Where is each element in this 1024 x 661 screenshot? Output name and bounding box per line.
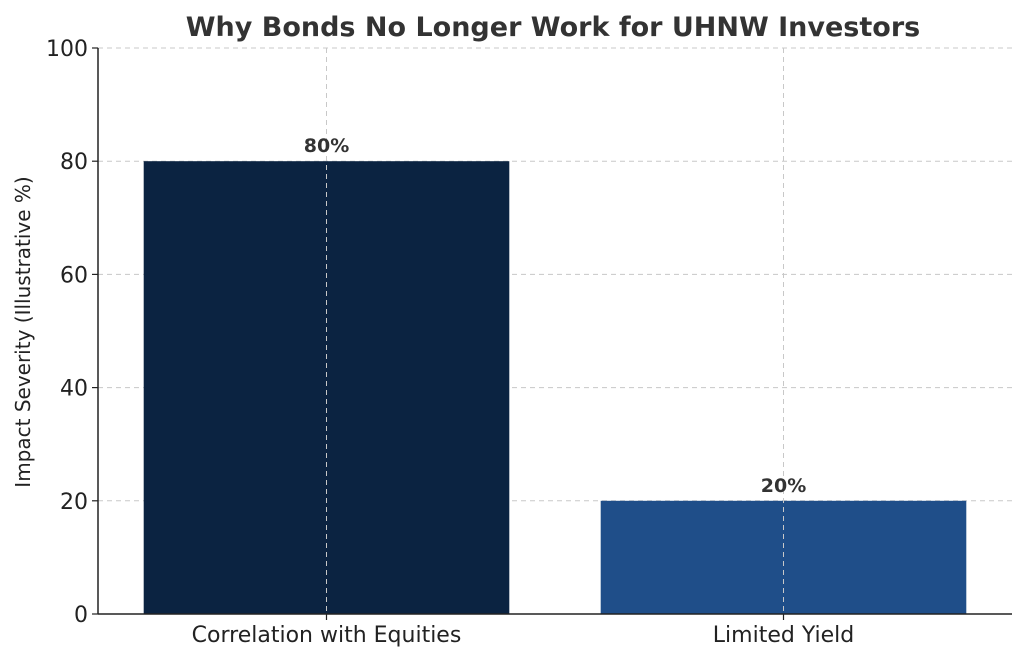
- chart-title: Why Bonds No Longer Work for UHNW Invest…: [186, 12, 920, 43]
- y-tick-label: 40: [60, 377, 88, 402]
- data-labels: 80% 20%: [304, 135, 806, 497]
- bars: [143, 161, 967, 614]
- y-tick-label: 0: [74, 603, 88, 628]
- y-tick-label: 60: [60, 263, 88, 288]
- vertical-grid: [326, 48, 784, 614]
- x-category-label: Limited Yield: [713, 623, 854, 648]
- x-category-label: Correlation with Equities: [192, 623, 462, 648]
- y-tick-label: 100: [46, 37, 88, 62]
- x-categories: Correlation with Equities Limited Yield: [192, 614, 854, 648]
- y-tick-label: 20: [60, 490, 88, 515]
- y-axis-label: Impact Severity (Illustrative %): [11, 176, 35, 487]
- data-label-1: 80%: [304, 135, 349, 157]
- y-tick-label: 80: [60, 150, 88, 175]
- y-ticks: 0 20 40 60 80 100: [46, 37, 98, 628]
- data-label-2: 20%: [761, 475, 806, 497]
- axes: [97, 48, 1012, 615]
